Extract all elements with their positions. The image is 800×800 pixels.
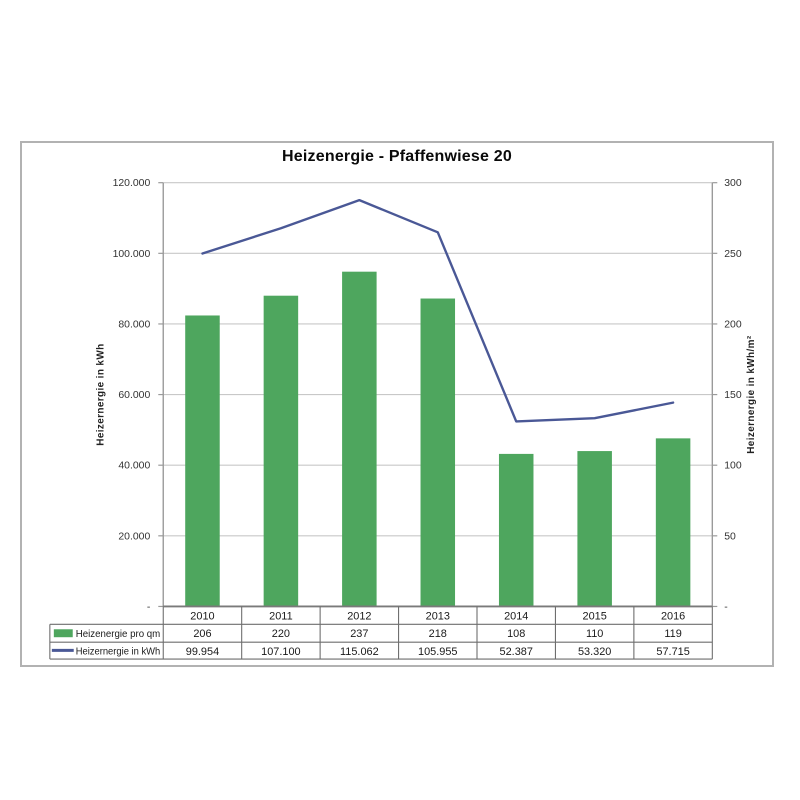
year-header-cell: 2012: [347, 610, 371, 622]
table-cell-value: 119: [664, 628, 681, 640]
right-axis-tick-label: 50: [724, 531, 736, 542]
table-cell-value: 237: [350, 628, 368, 640]
year-header-cell: 2011: [269, 610, 292, 622]
table-cell-value: 108: [507, 628, 525, 640]
left-axis-tick-label: -: [147, 602, 150, 613]
table-cell-value: 57.715: [656, 646, 689, 658]
right-axis-tick-label: 300: [724, 178, 742, 189]
line-legend-label: Heizernergie in kWh: [76, 646, 161, 657]
table-cell-value: 115.062: [340, 646, 379, 658]
bar-2013: [420, 298, 456, 607]
left-axis-tick-label: 100.000: [113, 249, 151, 260]
right-axis-tick-label: 150: [724, 390, 742, 401]
table-cell-value: 105.955: [418, 646, 457, 658]
combo-chart: - 20.000 40.000 60.000 80.000 100.000 120.000 -…: [49, 178, 757, 660]
table-cell-value: 110: [586, 628, 603, 640]
bar-2010: [185, 315, 220, 607]
table-cell-value: 107.100: [261, 646, 300, 658]
bar-2016: [655, 438, 691, 607]
energy-line: [201, 198, 675, 423]
bar-2015: [577, 451, 612, 607]
left-axis-title: Heizernergie in kWh: [96, 343, 107, 445]
chart-title: Heizenergie - Pfaffenwiese 20: [282, 148, 512, 165]
bar-2011: [263, 295, 299, 607]
right-axis-tick-label: -: [724, 602, 727, 613]
table-cell-value: 53.320: [578, 646, 611, 658]
table-cell-value: 220: [272, 628, 290, 640]
table-cell-value: 52.387: [500, 646, 533, 658]
year-header-cell: 2015: [583, 610, 607, 622]
left-axis-tick-label: 40.000: [118, 461, 150, 472]
left-axis-tick-label: 60.000: [118, 390, 150, 401]
bar-legend-swatch: [53, 629, 73, 638]
year-header-cell: 2014: [504, 610, 528, 622]
table-cell-value: 218: [429, 628, 447, 640]
year-header-cell: 2013: [426, 610, 450, 622]
bar-2014: [498, 453, 534, 607]
bar-2012: [342, 271, 377, 607]
table-cell-value: 99.954: [186, 646, 219, 658]
year-header-cell: 2016: [661, 610, 685, 622]
chart-figure: Heizenergie - Pfaffenwiese 20 - 20.000 40.…: [20, 141, 774, 667]
right-axis-tick-label: 200: [724, 319, 742, 330]
bar-legend-label: Heizenergie pro qm: [76, 629, 161, 640]
right-axis-tick-label: 100: [724, 461, 742, 472]
right-axis-tick-label: 250: [724, 249, 742, 260]
table-cell-value: 206: [193, 628, 211, 640]
year-header-cell: 2010: [190, 610, 214, 622]
left-axis-tick-label: 20.000: [118, 531, 150, 542]
right-axis-title: Heizernergie in kWh/m²: [746, 335, 757, 454]
left-axis-tick-label: 120.000: [113, 178, 151, 189]
left-axis-tick-label: 80.000: [118, 319, 150, 330]
